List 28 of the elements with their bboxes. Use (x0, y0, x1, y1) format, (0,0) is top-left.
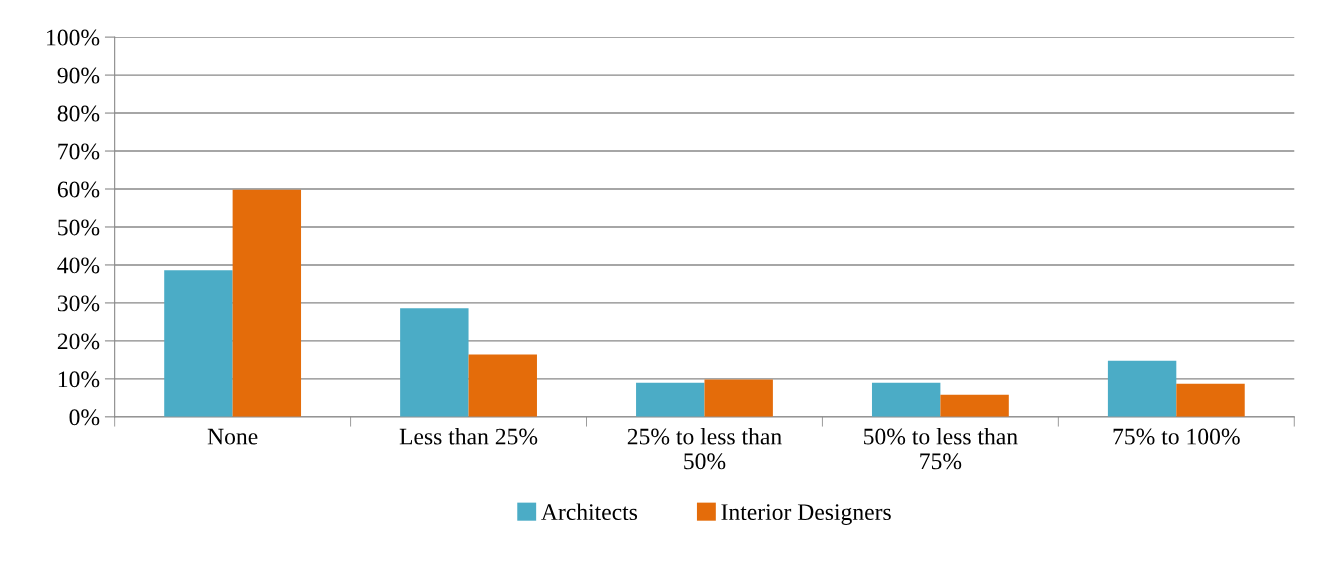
bar (1176, 383, 1245, 417)
x-tick-label: 25% to less than 50% (627, 427, 782, 470)
legend-label: Interior Designers (721, 504, 891, 525)
bar (232, 189, 302, 417)
y-tick-label: 90% (57, 67, 100, 84)
y-tick-label: 10% (58, 371, 100, 388)
bar (400, 308, 469, 417)
y-tick-label: 100% (47, 29, 100, 46)
y-tick-label: 80% (57, 105, 100, 122)
bar (468, 354, 537, 417)
bar (704, 379, 773, 417)
x-tick-label: None (207, 428, 258, 445)
y-tick-label: 40% (57, 257, 100, 274)
x-tick-label: 50% to less than 75% (864, 427, 1018, 470)
bar (940, 394, 1009, 417)
y-tick-label: 70% (58, 143, 100, 160)
y-tick-label: 60% (57, 181, 100, 198)
y-tick-label: 0% (69, 409, 100, 426)
bar (164, 270, 233, 417)
legend-label: Architects (541, 503, 638, 521)
bar (871, 382, 941, 417)
y-tick-label: 50% (58, 219, 100, 236)
y-tick-label: 30% (57, 295, 100, 312)
bar (1107, 360, 1177, 417)
x-tick-label: 75% to 100% (1113, 428, 1240, 445)
y-tick-label: 20% (57, 333, 100, 350)
x-tick-label: Less than 25% (399, 427, 538, 445)
bar (636, 382, 705, 417)
